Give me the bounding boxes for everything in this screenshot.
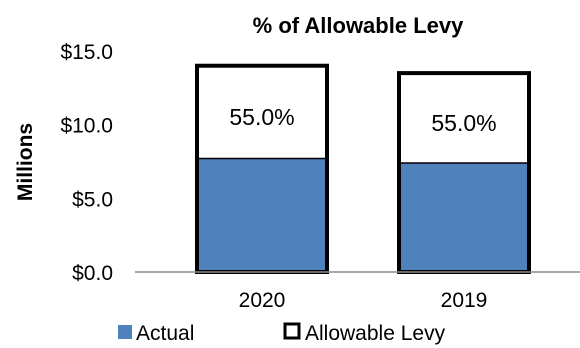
y-axis-ticks: $0.0 $5.0 $10.0 $15.0: [60, 41, 113, 285]
legend-label-allowable-levy: Allowable Levy: [305, 322, 446, 345]
legend-swatch-actual: [118, 325, 132, 339]
bar-actual: [199, 158, 325, 270]
legend-swatch-allowable-levy: [283, 322, 301, 340]
bar-actual: [401, 162, 527, 270]
y-tick-label: $10.0: [60, 115, 113, 138]
bars: 55.0% 55.0%: [195, 63, 531, 274]
y-tick-label: $15.0: [60, 41, 113, 64]
data-label: 55.0%: [431, 110, 496, 136]
legend-label-actual: Actual: [136, 322, 194, 345]
y-tick-label: $5.0: [72, 188, 113, 211]
legend: Actual Allowable Levy: [118, 322, 446, 345]
x-tick-label: 2020: [239, 289, 286, 312]
y-tick-label: $0.0: [72, 262, 113, 285]
chart-title: % of Allowable Levy: [253, 13, 464, 38]
x-tick-label: 2019: [441, 289, 488, 312]
x-axis-labels: 2020 2019: [239, 289, 488, 312]
y-axis-label: Millions: [14, 123, 37, 201]
data-label: 55.0%: [229, 104, 294, 130]
